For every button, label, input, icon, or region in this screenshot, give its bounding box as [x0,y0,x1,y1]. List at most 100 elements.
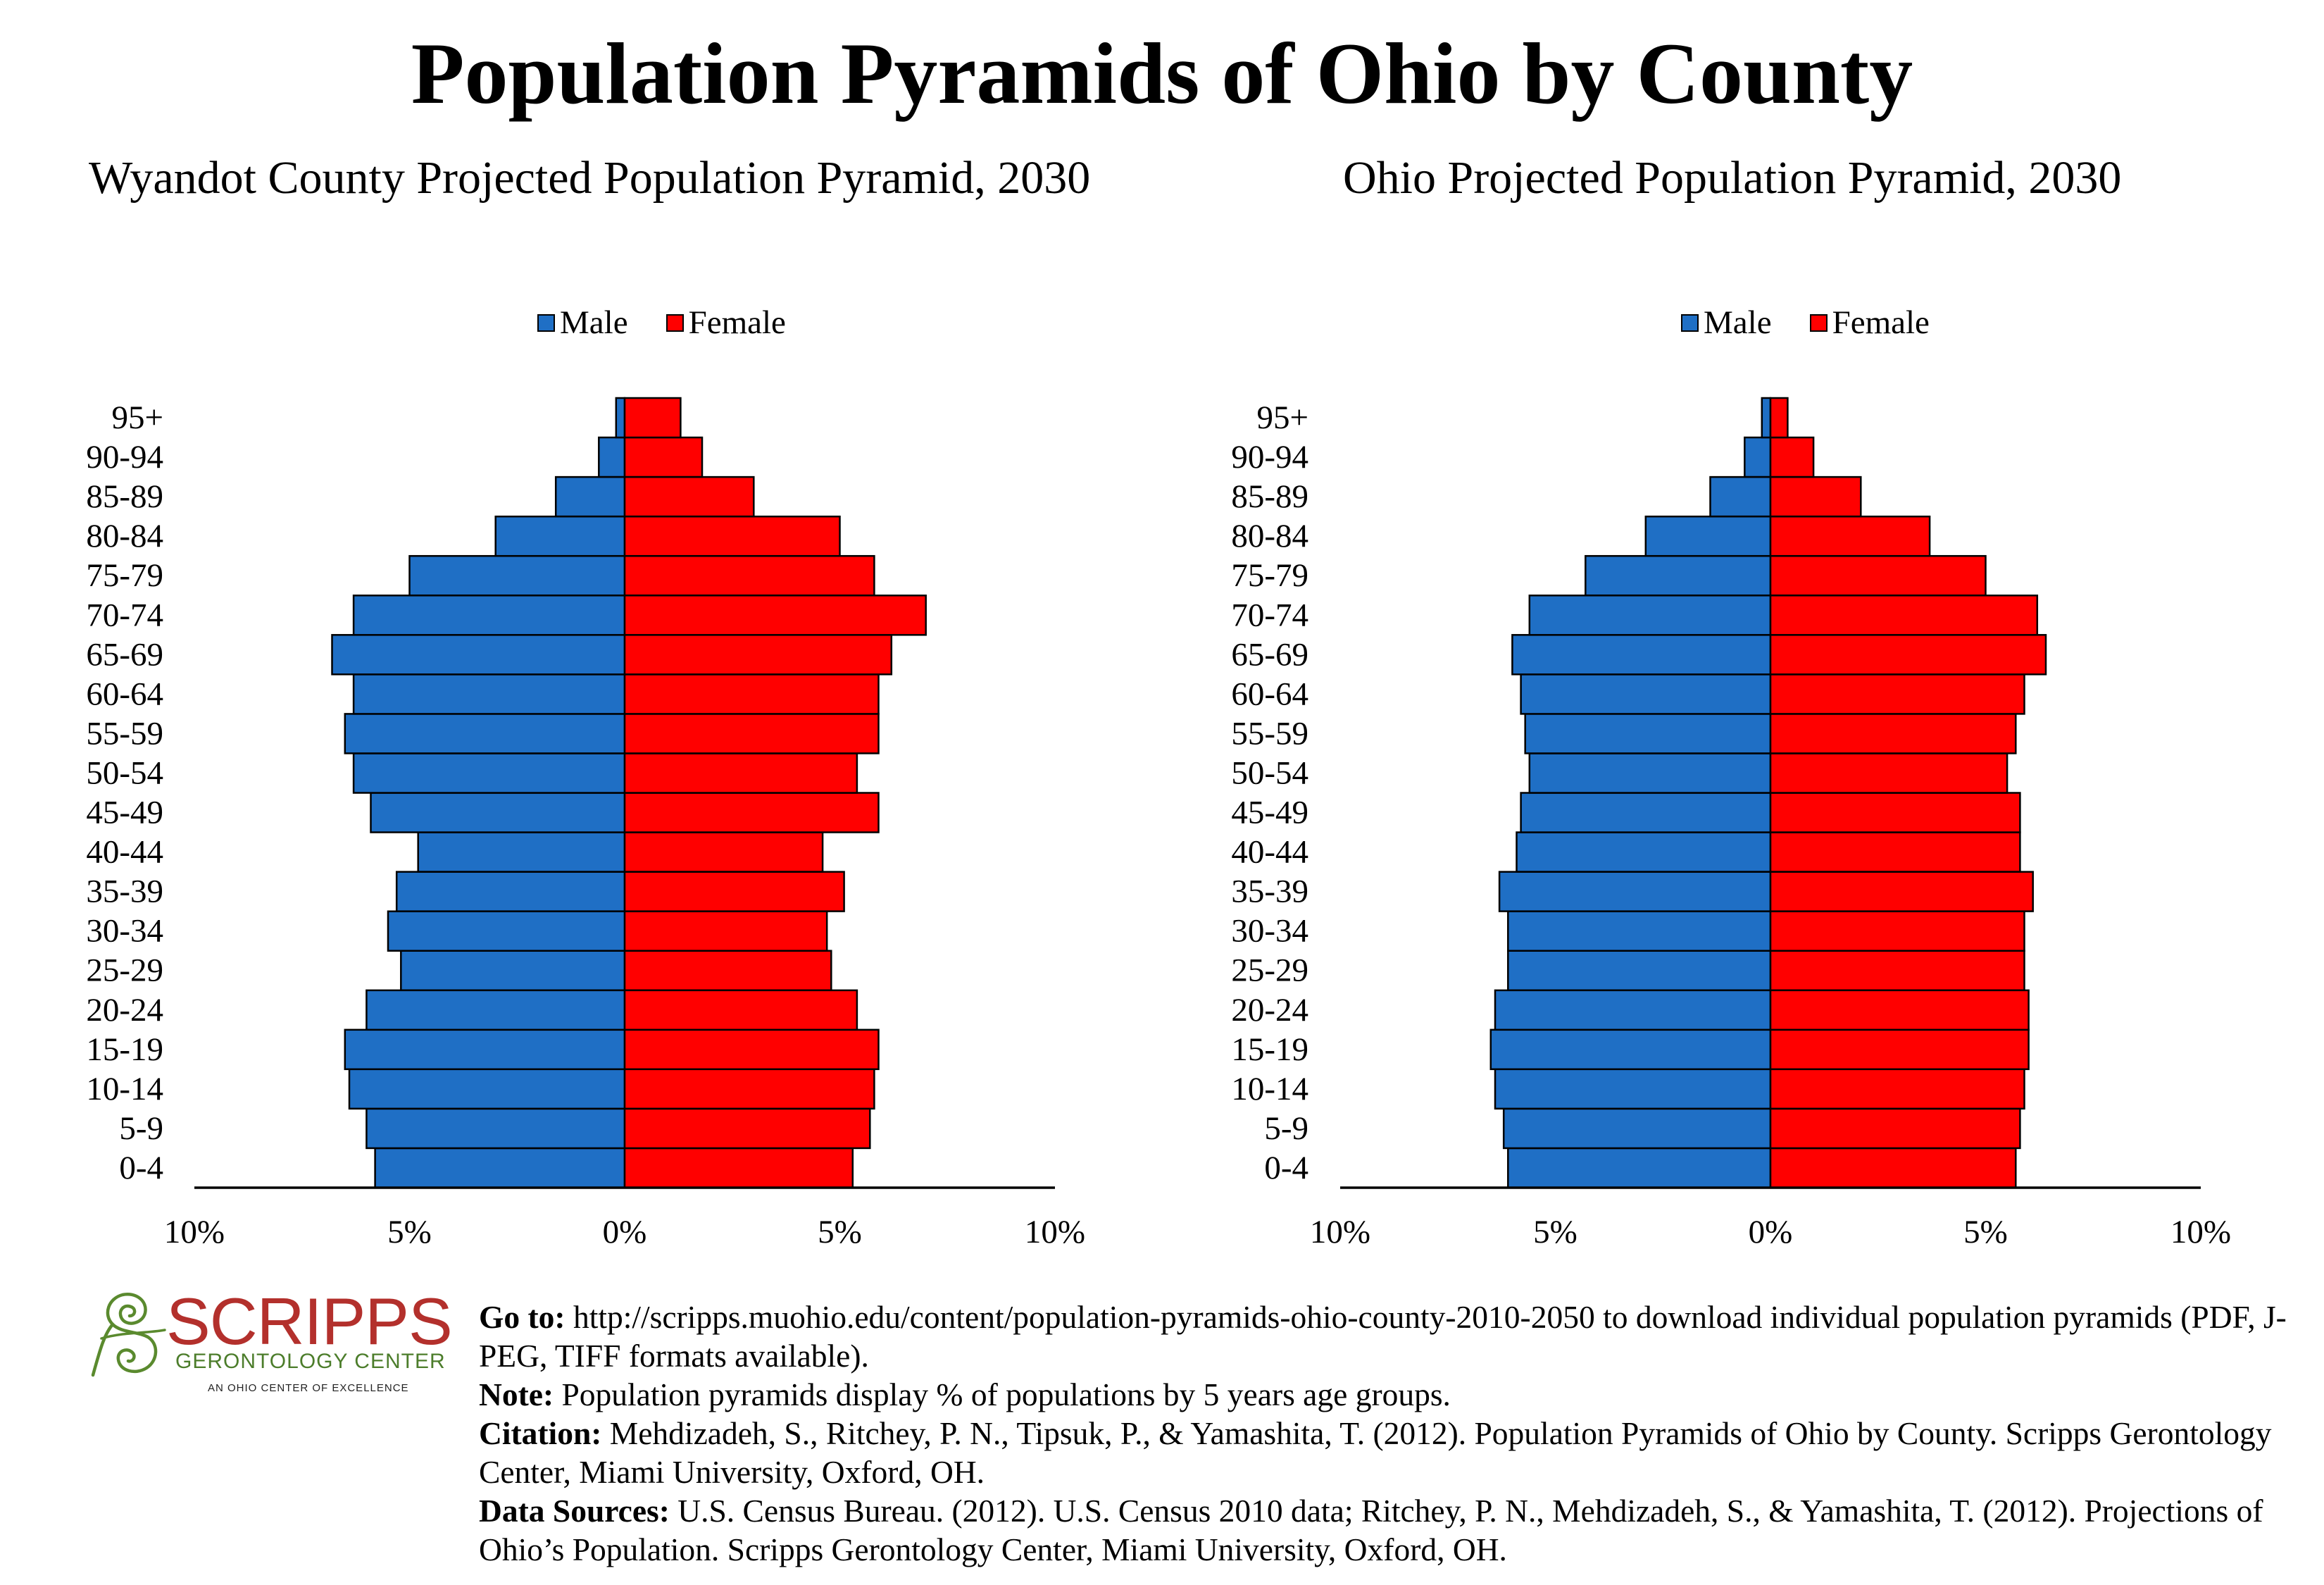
bar-male-55-59 [1524,713,1772,754]
bar-male-40-44 [417,831,626,873]
age-group-label: 55-59 [1231,715,1308,752]
pyramid-chart-ohio: 0-45-910-1415-1920-2425-2930-3435-3940-4… [1231,397,2231,1250]
bar-male-70-74 [352,595,626,636]
scripps-logo: SCRIPPS GERONTOLOGY CENTER AN OHIO CENTE… [85,1282,465,1398]
bar-female-90-94 [1769,436,1815,478]
age-group-label: 90-94 [86,439,163,476]
age-group-label: 15-19 [1231,1031,1308,1068]
legend-swatch-male [537,313,555,332]
footer-note-note: Note: Population pyramids display % of p… [479,1375,2318,1414]
age-group-label: 50-54 [1231,755,1308,792]
age-group-label: 70-74 [1231,597,1308,633]
legend-swatch-female [666,313,684,332]
age-group-label: 10-14 [86,1071,163,1107]
x-tick-label: 10% [1025,1214,1085,1250]
bar-female-70-74 [623,595,927,636]
bar-male-75-79 [408,554,626,597]
spiral-logo-icon [91,1292,166,1377]
bar-male-80-84 [1644,515,1772,557]
bar-female-25-29 [1769,950,2025,991]
spiral-logo-sweep [100,1329,166,1340]
footer-note-label: Citation: [479,1415,602,1451]
age-group-label: 95+ [111,399,163,436]
legend-item-female: Female [1809,303,1930,342]
age-group-label: 65-69 [86,636,163,673]
age-group-label: 35-39 [86,874,163,910]
age-group-label: 10-14 [1231,1071,1308,1107]
age-group-label: 65-69 [1231,636,1308,673]
footer-note-label: Data Sources: [479,1493,670,1529]
bar-female-25-29 [623,950,832,991]
bar-female-15-19 [623,1028,880,1071]
legend-swatch-female [1809,313,1828,332]
age-group-label: 0-4 [119,1150,163,1186]
bar-male-85-89 [1709,476,1772,518]
bar-male-30-34 [1507,910,1772,952]
bar-female-65-69 [623,634,893,676]
bar-male-75-79 [1585,554,1772,597]
bar-male-15-19 [344,1028,626,1071]
pyramid-chart-wyandot: 0-45-910-1415-1920-2425-2930-3435-3940-4… [86,397,1085,1250]
age-group-label: 95+ [1256,399,1308,436]
x-tick-label: 10% [1310,1214,1370,1250]
bar-female-60-64 [623,673,880,715]
bar-male-70-74 [1528,595,1772,636]
bar-female-45-49 [1769,792,2021,833]
age-group-label: 85-89 [86,478,163,515]
bar-female-20-24 [1769,989,2030,1031]
bar-male-55-59 [344,713,626,754]
age-group-label: 85-89 [1231,478,1308,515]
bar-male-5-9 [1502,1107,1772,1150]
bar-female-95+ [1769,397,1789,439]
legend-label-male: Male [1704,304,1772,341]
bar-female-80-84 [1769,515,1931,557]
bar-male-0-4 [1507,1147,1772,1189]
bar-male-50-54 [1528,752,1772,794]
age-group-label: 20-24 [1231,992,1308,1028]
bar-male-45-49 [370,792,626,833]
bar-female-65-69 [1769,634,2047,676]
age-group-label: 40-44 [86,834,163,871]
legend-item-male: Male [1681,303,1772,342]
bar-female-0-4 [623,1147,854,1189]
bar-female-95+ [623,397,682,439]
age-group-label: 50-54 [86,755,163,792]
bar-male-60-64 [1520,673,1772,715]
bar-male-85-89 [554,476,626,518]
x-tick-label: 0% [603,1214,647,1250]
spiral-logo-tail [91,1322,115,1377]
age-group-label: 45-49 [1231,795,1308,831]
bar-male-25-29 [1507,950,1772,991]
age-group-label: 40-44 [1231,834,1308,871]
footer-note-text: http://scripps.muohio.edu/content/popula… [479,1299,2287,1374]
chart-title-ohio: Ohio Projected Population Pyramid, 2030 [1343,152,2122,204]
bar-female-0-4 [1769,1147,2017,1189]
age-group-label: 45-49 [86,795,163,831]
bar-female-5-9 [1769,1107,2021,1150]
bar-male-10-14 [348,1068,626,1110]
x-tick-label: 5% [387,1214,432,1250]
footer-note-data-sources: Data Sources: U.S. Census Bureau. (2012)… [479,1491,2318,1569]
footer-note-label: Note: [479,1376,554,1412]
bar-female-50-54 [1769,752,2008,794]
bar-male-95+ [615,397,626,439]
bar-female-55-59 [1769,713,2017,754]
age-group-label: 30-34 [86,913,163,950]
bar-male-30-34 [387,910,626,952]
x-tick-label: 5% [818,1214,862,1250]
chart-title-wyandot: Wyandot County Projected Population Pyra… [89,152,1091,204]
footer-note-citation: Citation: Mehdizadeh, S., Ritchey, P. N.… [479,1414,2318,1491]
x-tick-label: 10% [164,1214,225,1250]
bar-female-10-14 [1769,1068,2025,1110]
bar-male-0-4 [374,1147,626,1189]
x-tick-label: 5% [1533,1214,1578,1250]
age-group-label: 75-79 [1231,557,1308,594]
logo-tagline: AN OHIO CENTER OF EXCELLENCE [208,1382,409,1394]
bar-female-55-59 [623,713,880,754]
bar-male-45-49 [1520,792,1772,833]
age-group-label: 5-9 [1264,1110,1308,1147]
bar-female-40-44 [1769,831,2021,873]
bar-male-80-84 [494,515,626,557]
bar-male-15-19 [1489,1028,1772,1071]
bar-female-30-34 [623,910,828,952]
